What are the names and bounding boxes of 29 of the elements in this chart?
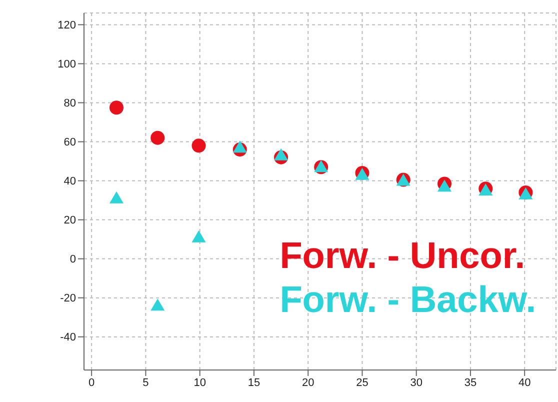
point — [150, 298, 165, 311]
point — [150, 130, 165, 145]
y-tick-label: 60 — [64, 136, 76, 149]
point — [274, 148, 288, 160]
y-tick-label: 80 — [64, 98, 76, 110]
x-tick-label: 20 — [302, 376, 314, 389]
x-tick-label: 15 — [248, 376, 260, 389]
point — [437, 180, 452, 192]
x-tick-label: 40 — [518, 376, 531, 389]
text: Forw. - Backw. — [280, 278, 536, 322]
point — [109, 100, 124, 115]
y-tick-label: 0 — [70, 254, 76, 266]
y-tick-label: -20 — [60, 292, 76, 305]
x-tick-label: 35 — [464, 376, 477, 389]
y-tick-label: 120 — [58, 20, 76, 32]
y-tick-label: 20 — [64, 214, 76, 227]
x-tick-label: 10 — [194, 376, 206, 389]
x-tick-label: 0 — [88, 376, 95, 389]
x-tick-label: 25 — [356, 376, 368, 389]
x-tick-label: 30 — [410, 376, 422, 389]
point — [232, 140, 247, 153]
point — [192, 138, 206, 153]
point — [109, 191, 124, 204]
y-tick-label: 40 — [64, 176, 76, 188]
y-tick-label: -40 — [60, 332, 76, 344]
series-label: Forw. - Uncor. — [280, 234, 526, 278]
point — [192, 230, 206, 242]
y-tick-label: 100 — [58, 58, 76, 71]
x-tick-label: 5 — [142, 376, 149, 389]
